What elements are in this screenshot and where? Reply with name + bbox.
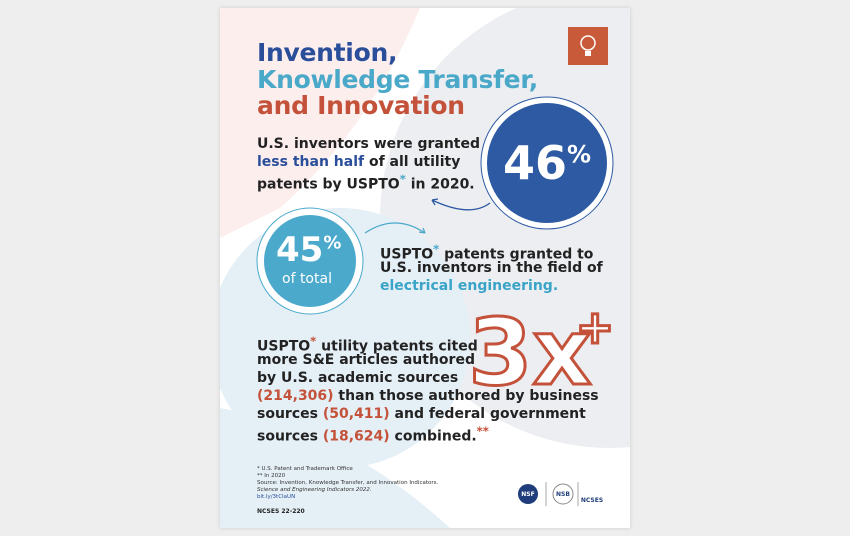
text-line: U.S. inventors were granted [257, 136, 480, 152]
text-line: USPTO* utility patents cited [257, 334, 478, 355]
title: and Innovation [257, 91, 465, 120]
text-line: sources (18,624) combined.** [257, 424, 489, 445]
stat-figure: 46% [503, 136, 592, 190]
footnote: * U.S. Patent and Trademark Office [257, 466, 353, 472]
footnote-link[interactable]: bit.ly/3tCIaUN [257, 494, 296, 500]
footnote: Source: Invention, Knowledge Transfer, a… [257, 480, 439, 486]
stat-caption: of total [282, 271, 332, 287]
big-figure: 3x [468, 299, 591, 406]
text-line: less than half of all utility [257, 154, 461, 170]
text-line: (214,306) than those authored by busines… [257, 388, 599, 404]
report-id: NCSES 22-220 [257, 508, 305, 515]
title: Invention, [257, 38, 398, 67]
infographic: 3x + NSF NSB NCSES Invention, Knowledge … [220, 8, 630, 528]
logo: NCSES [581, 497, 603, 504]
text-line: sources (50,411) and federal government [257, 406, 586, 422]
background: 3x + NSF NSB NCSES [220, 8, 630, 528]
text-line: patents by USPTO* in 2020. [257, 172, 475, 193]
footnote: ** In 2020 [257, 473, 286, 479]
stat-figure: 45% [276, 230, 342, 270]
title: Knowledge Transfer, [257, 65, 538, 94]
text-line: USPTO* patents granted to [380, 242, 594, 263]
logo: NSB [556, 491, 570, 498]
logo: NSF [521, 491, 534, 498]
text-line: more S&E articles authored [257, 352, 475, 368]
text-line: electrical engineering. [380, 278, 559, 294]
big-mark: + [576, 300, 615, 354]
text-line: by U.S. academic sources [257, 370, 459, 386]
text-line: U.S. inventors in the field of [380, 260, 603, 276]
footnote: Science and Engineering Indicators 2022. [257, 487, 372, 493]
